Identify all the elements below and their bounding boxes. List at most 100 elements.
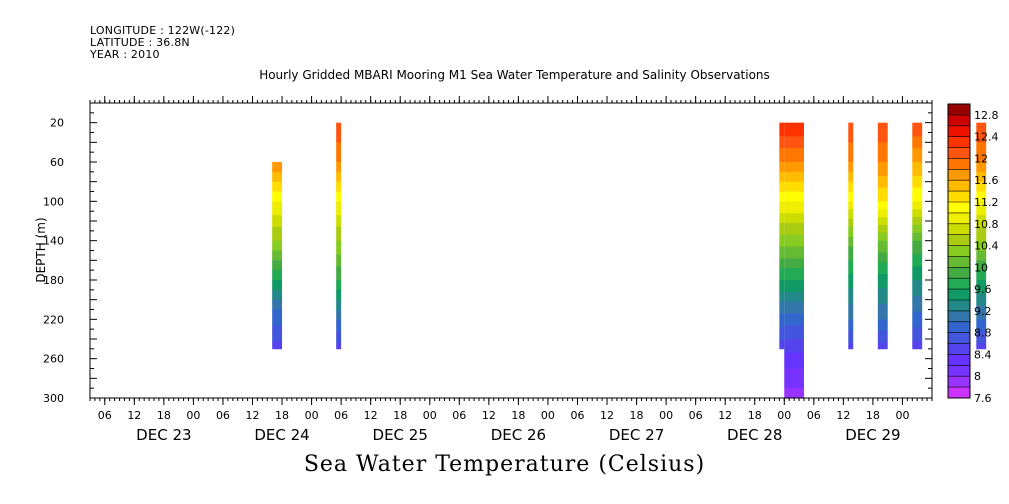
- profile-cell: [976, 333, 987, 336]
- profile-cell: [976, 221, 987, 224]
- profile-cell: [848, 311, 854, 314]
- profile-cell: [336, 221, 342, 224]
- profile-cell: [912, 165, 923, 169]
- profile-cell: [912, 246, 923, 249]
- profile-cell: [779, 260, 785, 263]
- profile-cell: [336, 138, 342, 141]
- profile-cell: [848, 299, 854, 303]
- profile-cell: [877, 150, 888, 153]
- profile-cell: [976, 197, 987, 200]
- latitude-label: LATITUDE : 36.8N: [90, 36, 190, 49]
- colorbar-swatch: [948, 147, 970, 159]
- profile-cell: [336, 258, 342, 261]
- profile-cell: [784, 185, 804, 188]
- profile-cell: [272, 256, 283, 259]
- profile-cell: [272, 213, 283, 216]
- profile-cell: [272, 287, 283, 291]
- profile-cell: [784, 189, 804, 192]
- profile-cell: [848, 146, 854, 149]
- profile-cell: [976, 346, 987, 350]
- profile-cell: [877, 256, 888, 259]
- profile-cell: [779, 280, 785, 283]
- x-tick-label: 00: [186, 409, 200, 422]
- profile-cell: [784, 234, 804, 238]
- profile-cell: [784, 350, 804, 354]
- profile-cell: [784, 309, 804, 312]
- profile-cell: [784, 323, 804, 326]
- profile-cell: [848, 262, 854, 265]
- profile-cell: [912, 221, 923, 224]
- profile-cell: [784, 228, 804, 232]
- profile-cell: [912, 240, 923, 244]
- profile-cell: [848, 222, 854, 226]
- profile-cell: [336, 136, 342, 139]
- profile-cell: [848, 252, 854, 255]
- profile-cell: [779, 317, 785, 320]
- profile-cell: [848, 126, 854, 129]
- profile-cell: [848, 152, 854, 155]
- profile-cell: [912, 321, 923, 324]
- profile-cell: [912, 124, 923, 127]
- profile-cell: [336, 126, 342, 129]
- profile-cell: [976, 199, 987, 202]
- profile-cell: [784, 268, 804, 271]
- profile-cell: [912, 266, 923, 269]
- profile-cell: [336, 187, 342, 190]
- profile-cell: [779, 234, 785, 238]
- profile-cell: [976, 211, 987, 214]
- profile-cell: [336, 234, 342, 238]
- profile-cell: [976, 122, 987, 126]
- profile-cell: [779, 276, 785, 279]
- profile-cell: [877, 280, 888, 283]
- profile-cell: [848, 132, 854, 135]
- profile-cell: [272, 215, 283, 218]
- profile-cell: [272, 191, 283, 194]
- profile-cell: [784, 331, 804, 334]
- profile-cell: [779, 274, 785, 277]
- profile-cell: [336, 244, 342, 247]
- profile-cell: [912, 191, 923, 194]
- profile-cell: [976, 132, 987, 135]
- profile-cell: [784, 327, 804, 330]
- profile-cell: [336, 333, 342, 336]
- profile-cell: [976, 128, 987, 131]
- profile-cell: [848, 193, 854, 196]
- profile-cell: [779, 154, 785, 157]
- profile-cell: [272, 262, 283, 265]
- profile-cell: [877, 309, 888, 312]
- profile-cell: [336, 128, 342, 131]
- profile-cell: [336, 327, 342, 330]
- profile-cell: [784, 366, 804, 369]
- profile-cell: [784, 148, 804, 151]
- profile-cell: [336, 154, 342, 157]
- profile-cell: [779, 303, 785, 306]
- profile-cell: [912, 283, 923, 287]
- profile-cell: [784, 203, 804, 206]
- profile-cell: [877, 222, 888, 226]
- profile-cell: [336, 260, 342, 263]
- colorbar-swatch: [948, 180, 970, 192]
- profile-cell: [848, 283, 854, 287]
- profile-cell: [336, 254, 342, 257]
- profile-cell: [272, 209, 283, 212]
- profile-cell: [912, 230, 923, 234]
- profile-cell: [877, 305, 888, 308]
- profile-cell: [976, 140, 987, 143]
- profile-cell: [877, 207, 888, 210]
- profile-cell: [877, 189, 888, 192]
- profile-cell: [336, 236, 342, 240]
- profile-cell: [848, 260, 854, 263]
- profile-cell: [912, 185, 923, 188]
- profile-cell: [912, 319, 923, 322]
- profile-cell: [848, 340, 854, 344]
- profile-cell: [779, 283, 785, 287]
- profile-cell: [848, 333, 854, 336]
- profile-cell: [784, 179, 804, 183]
- profile-cell: [976, 246, 987, 249]
- profile-cell: [784, 181, 804, 185]
- profile-cell: [877, 175, 888, 179]
- profile-cell: [779, 313, 785, 316]
- profile-cell: [336, 142, 342, 145]
- profile-cell: [784, 262, 804, 265]
- profile-cell: [848, 342, 854, 346]
